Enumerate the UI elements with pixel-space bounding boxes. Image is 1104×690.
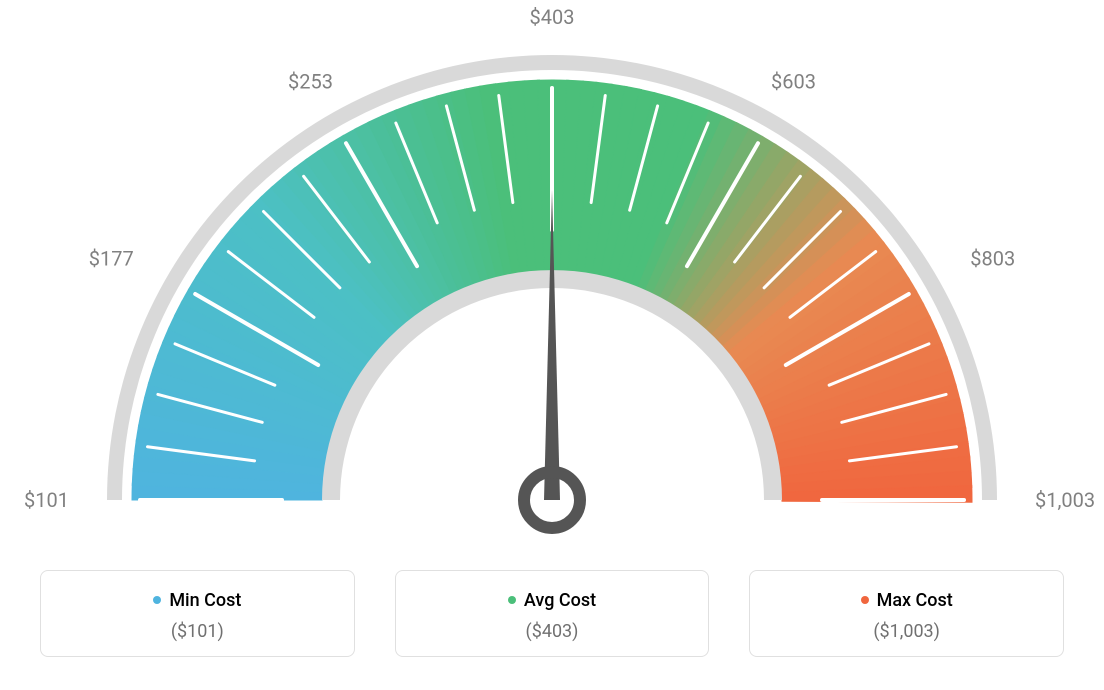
legend-title-max: Max Cost — [861, 590, 953, 611]
legend-row: Min Cost ($101) Avg Cost ($403) Max Cost… — [0, 570, 1104, 657]
gauge-chart: $101 $177 $253 $403 $603 $803 $1,003 — [0, 0, 1104, 560]
gauge-tick-label: $101 — [24, 488, 69, 512]
legend-title-label: Max Cost — [877, 590, 953, 611]
gauge-tick-label: $177 — [89, 247, 134, 271]
legend-dot-avg — [508, 596, 516, 604]
gauge-tick-label: $1,003 — [1035, 488, 1095, 512]
legend-card-min: Min Cost ($101) — [40, 570, 355, 657]
legend-card-avg: Avg Cost ($403) — [395, 570, 710, 657]
gauge-tick-label: $403 — [530, 5, 575, 29]
gauge-svg: $101 $177 $253 $403 $603 $803 $1,003 — [0, 0, 1104, 560]
legend-dot-max — [861, 596, 869, 604]
legend-value-max: ($1,003) — [760, 621, 1053, 642]
legend-title-label: Min Cost — [169, 590, 241, 611]
legend-title-label: Avg Cost — [524, 590, 596, 611]
gauge-tick-label: $803 — [970, 247, 1015, 271]
gauge-tick-label: $253 — [288, 70, 333, 94]
legend-value-min: ($101) — [51, 621, 344, 642]
legend-title-min: Min Cost — [153, 590, 241, 611]
gauge-tick-label: $603 — [771, 70, 816, 94]
legend-dot-min — [153, 596, 161, 604]
legend-title-avg: Avg Cost — [508, 590, 596, 611]
legend-value-avg: ($403) — [406, 621, 699, 642]
legend-card-max: Max Cost ($1,003) — [749, 570, 1064, 657]
